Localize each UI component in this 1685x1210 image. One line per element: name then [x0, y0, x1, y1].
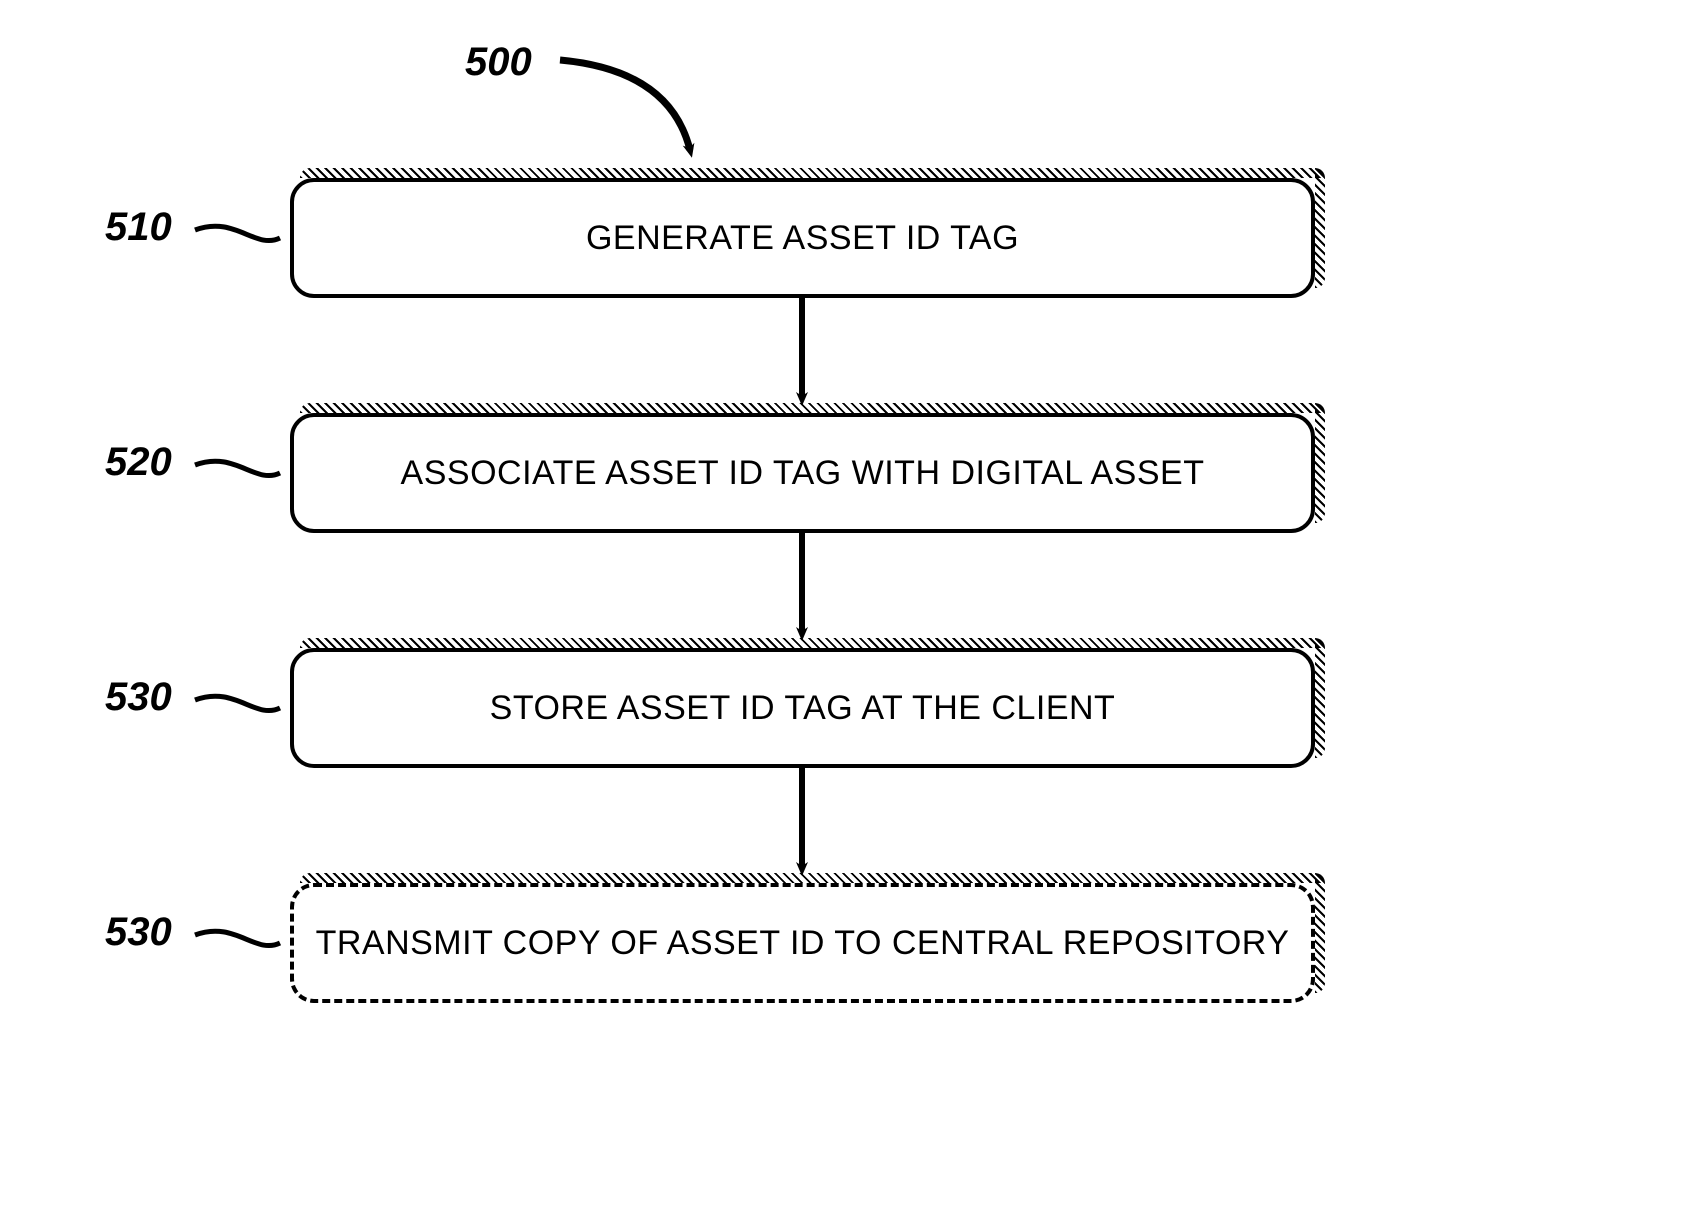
leader-530b — [0, 0, 1685, 1210]
flowchart-canvas: 500 GENERATE ASSET ID TAG 510 ASSOCIATE … — [0, 0, 1685, 1210]
